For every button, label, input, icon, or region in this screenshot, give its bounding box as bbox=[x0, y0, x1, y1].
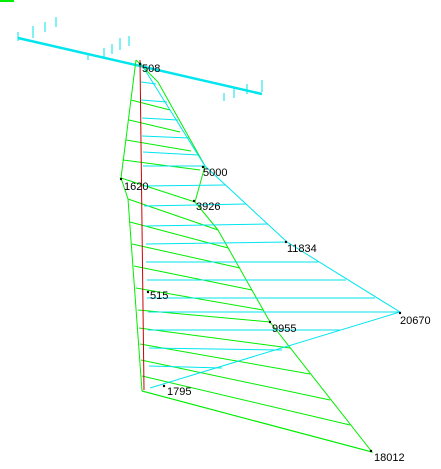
marker bbox=[398, 311, 402, 315]
value-label-mid-cyan: 5000 bbox=[203, 167, 227, 179]
green-hatch bbox=[138, 327, 291, 349]
green-outline-lower bbox=[141, 229, 374, 453]
value-markers bbox=[119, 62, 402, 453]
marker bbox=[268, 320, 272, 324]
green-hatch bbox=[131, 243, 241, 269]
value-label-right-green: 9955 bbox=[272, 323, 296, 335]
cyan-hatch bbox=[145, 241, 288, 245]
value-label-mid-left: 1620 bbox=[124, 181, 148, 193]
marker bbox=[284, 240, 288, 244]
cyan-hatch bbox=[148, 347, 283, 351]
green-hatch bbox=[128, 119, 181, 133]
column-member bbox=[139, 59, 145, 391]
value-label-right-cyan: 11834 bbox=[287, 243, 317, 255]
value-label-base-left: 1795 bbox=[167, 386, 191, 398]
marker bbox=[369, 449, 373, 453]
value-label-mid-green: 3926 bbox=[196, 201, 220, 213]
green-hatch bbox=[135, 287, 264, 311]
marker bbox=[138, 62, 142, 66]
marker bbox=[162, 384, 166, 388]
green-hatch bbox=[125, 139, 192, 152]
cyan-hatch bbox=[143, 184, 227, 187]
cyan-hatch bbox=[140, 81, 157, 85]
marker bbox=[192, 199, 196, 203]
green-hatch bbox=[130, 99, 171, 111]
cyan-diagram bbox=[139, 61, 402, 389]
cyan-hatch bbox=[143, 203, 247, 207]
marker bbox=[119, 177, 123, 181]
green-outline-left bbox=[120, 59, 143, 392]
green-hatch bbox=[120, 177, 196, 203]
cyan-hatch bbox=[142, 151, 199, 156]
green-hatch bbox=[141, 375, 351, 426]
green-hatch bbox=[133, 265, 253, 291]
green-hatch bbox=[141, 390, 373, 453]
green-hatch bbox=[122, 159, 201, 171]
cyan-hatch bbox=[144, 223, 269, 227]
marker bbox=[146, 290, 150, 294]
cyan-hatch bbox=[141, 117, 179, 121]
green-diagram bbox=[120, 59, 374, 453]
value-label-bottom-right: 18012 bbox=[374, 452, 405, 464]
value-label-top: 508 bbox=[142, 63, 160, 75]
green-hatch bbox=[139, 343, 311, 375]
cyan-hatch bbox=[141, 135, 190, 139]
marker bbox=[201, 165, 205, 169]
cyan-hatch bbox=[140, 99, 168, 103]
cyan-hatch bbox=[148, 365, 223, 369]
value-label-mid-low: 515 bbox=[150, 290, 168, 302]
value-label-far-right: 20670 bbox=[400, 315, 431, 327]
